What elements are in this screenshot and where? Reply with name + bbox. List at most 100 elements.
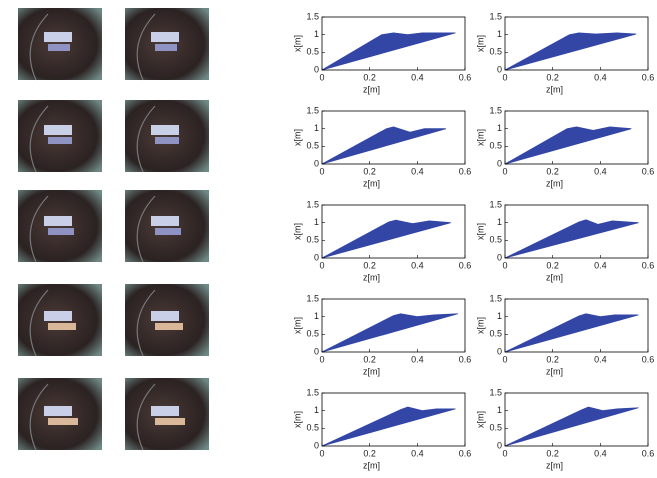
x-axis-label: z[m] xyxy=(363,272,380,282)
photo-object xyxy=(155,228,181,235)
x-tick-label: 0.6 xyxy=(642,72,655,82)
y-tick-label: 0.5 xyxy=(306,47,319,57)
photo-object xyxy=(48,44,70,51)
axes-box xyxy=(321,110,466,165)
frustum-area xyxy=(504,32,637,71)
photo-object xyxy=(151,125,179,135)
y-axis-label: x[m] xyxy=(292,129,302,146)
photo-object xyxy=(155,137,179,144)
x-axis-label: z[m] xyxy=(363,84,380,94)
photo-object xyxy=(151,216,179,226)
x-axis-label: z[m] xyxy=(546,84,563,94)
photo-ring xyxy=(29,105,49,173)
photo-object xyxy=(44,311,72,321)
x-tick-label: 0.6 xyxy=(459,260,472,270)
photo-object xyxy=(155,418,185,425)
y-axis-label: x[m] xyxy=(475,35,485,52)
chart: 0 0.2 0.4 0.6 0 0.5 1 1.5 z[m] x[m] xyxy=(475,293,654,376)
axes-box xyxy=(321,298,466,353)
photo-object xyxy=(151,311,179,321)
y-axis-label: x[m] xyxy=(475,411,485,428)
x-tick-label: 0.2 xyxy=(363,354,376,364)
x-axis-label: z[m] xyxy=(363,366,380,376)
x-tick-label: 0 xyxy=(502,448,507,458)
y-axis-label: x[m] xyxy=(475,317,485,334)
photo-background xyxy=(18,100,102,172)
x-axis-label: z[m] xyxy=(546,460,563,470)
x-tick-label: 0.4 xyxy=(411,448,424,458)
y-tick-label: 0.5 xyxy=(489,47,502,57)
photo-object xyxy=(48,323,76,330)
chart: 0 0.2 0.4 0.6 0 0.5 1 1.5 z[m] x[m] xyxy=(292,199,471,282)
photo-ring xyxy=(29,195,49,263)
photo xyxy=(18,8,102,81)
x-tick-label: 0.6 xyxy=(642,260,655,270)
axes-box xyxy=(321,204,466,259)
y-tick-label: 1.5 xyxy=(306,199,319,209)
x-tick-label: 0.6 xyxy=(459,448,472,458)
x-axis-label: z[m] xyxy=(546,272,563,282)
x-tick-label: 0.2 xyxy=(363,260,376,270)
photo-object xyxy=(44,32,72,42)
axes-box xyxy=(321,392,466,447)
y-tick-label: 1 xyxy=(314,405,319,415)
y-tick-label: 0 xyxy=(497,158,502,168)
x-tick-label: 0.2 xyxy=(546,72,559,82)
x-tick-label: 0 xyxy=(319,354,324,364)
photo xyxy=(18,190,102,263)
y-tick-label: 1 xyxy=(497,29,502,39)
frustum-area xyxy=(321,313,459,353)
chart: 0 0.2 0.4 0.6 0 0.5 1 1.5 z[m] x[m] xyxy=(475,105,654,188)
y-tick-label: 1 xyxy=(314,123,319,133)
axes-box xyxy=(504,16,649,71)
photo-object xyxy=(44,406,72,416)
x-axis-label: z[m] xyxy=(363,460,380,470)
photo-object xyxy=(48,137,72,144)
y-tick-label: 0.5 xyxy=(306,329,319,339)
frustum-area xyxy=(504,313,639,353)
x-tick-label: 0.4 xyxy=(411,354,424,364)
y-tick-label: 0.5 xyxy=(489,141,502,151)
photo-ring xyxy=(136,383,156,451)
y-tick-label: 1 xyxy=(497,217,502,227)
frustum-area xyxy=(504,219,639,259)
chart: 0 0.2 0.4 0.6 0 0.5 1 1.5 z[m] x[m] xyxy=(292,387,471,470)
photo-background xyxy=(125,100,209,172)
y-tick-label: 1 xyxy=(314,217,319,227)
axes-box xyxy=(504,298,649,353)
y-tick-label: 1 xyxy=(497,123,502,133)
x-tick-label: 0 xyxy=(502,166,507,176)
chart: 0 0.2 0.4 0.6 0 0.5 1 1.5 z[m] x[m] xyxy=(475,387,654,470)
photo-ring xyxy=(136,289,156,357)
y-tick-label: 0 xyxy=(314,64,319,74)
y-tick-label: 0 xyxy=(497,64,502,74)
photo-object xyxy=(151,32,179,42)
x-tick-label: 0.4 xyxy=(594,448,607,458)
chart: 0 0.2 0.4 0.6 0 0.5 1 1.5 z[m] x[m] xyxy=(292,293,471,376)
frustum-area xyxy=(321,32,456,71)
photo-object xyxy=(151,406,179,416)
photo-ring xyxy=(136,195,156,263)
y-tick-label: 0 xyxy=(314,252,319,262)
y-axis-label: x[m] xyxy=(292,223,302,240)
x-tick-label: 0 xyxy=(502,72,507,82)
x-tick-label: 0.6 xyxy=(642,354,655,364)
axes-box xyxy=(504,392,649,447)
x-tick-label: 0 xyxy=(502,260,507,270)
frustum-area xyxy=(321,126,447,165)
photo-object xyxy=(48,228,74,235)
x-tick-label: 0.4 xyxy=(594,72,607,82)
x-tick-label: 0 xyxy=(319,72,324,82)
x-tick-label: 0.4 xyxy=(594,260,607,270)
x-tick-label: 0.2 xyxy=(363,72,376,82)
chart: 0 0.2 0.4 0.6 0 0.5 1 1.5 z[m] x[m] xyxy=(475,11,654,94)
photo-object xyxy=(44,125,72,135)
axes-box xyxy=(504,204,649,259)
y-tick-label: 1.5 xyxy=(306,105,319,115)
x-tick-label: 0.6 xyxy=(459,354,472,364)
x-tick-label: 0.6 xyxy=(459,166,472,176)
photo xyxy=(18,284,102,357)
x-tick-label: 0.2 xyxy=(546,354,559,364)
photo-object xyxy=(155,44,177,51)
